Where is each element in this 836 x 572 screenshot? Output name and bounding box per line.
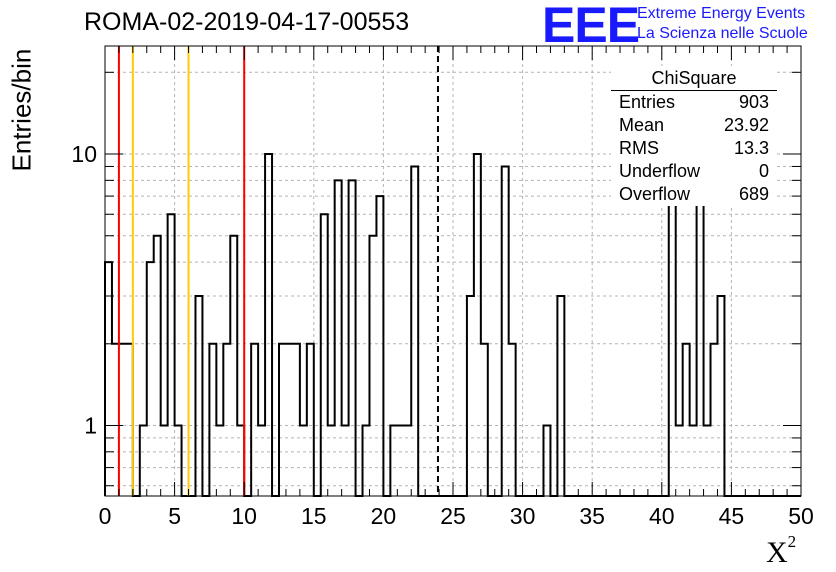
stats-title: ChiSquare bbox=[611, 66, 777, 91]
stats-label: Mean bbox=[619, 115, 665, 135]
stats-row: Mean 23.92 bbox=[611, 114, 777, 137]
logo-line-2: La Scienza nelle Scuole bbox=[637, 25, 808, 42]
x-tick-label: 25 bbox=[440, 503, 466, 529]
y-tick-label: 10 bbox=[71, 141, 97, 167]
x-tick-label: 45 bbox=[719, 503, 745, 529]
stats-row: RMS 13.3 bbox=[611, 137, 777, 160]
x-tick-label: 30 bbox=[510, 503, 536, 529]
stats-value: 23.92 bbox=[723, 115, 769, 135]
x-tick-label: 20 bbox=[371, 503, 397, 529]
x-tick-label: 5 bbox=[168, 503, 181, 529]
x-tick-label: 35 bbox=[579, 503, 605, 529]
chart-title: ROMA-02-2019-04-17-00553 bbox=[84, 8, 410, 36]
logo-line-1: Extreme Energy Events bbox=[637, 5, 806, 22]
eee-logo: EEE bbox=[542, 0, 640, 53]
stats-label: Entries bbox=[619, 92, 676, 112]
stats-box: ChiSquare Entries 903 Mean 23.92 RMS 13.3 Unde… bbox=[611, 66, 777, 206]
stats-label: Overflow bbox=[619, 184, 691, 204]
x-axis-label: X2 bbox=[766, 532, 797, 569]
stats-rows: Entries 903 Mean 23.92 RMS 13.3 Underflow 0 Over… bbox=[611, 91, 777, 206]
stats-label: Underflow bbox=[619, 161, 701, 181]
stats-row: Overflow 689 bbox=[611, 183, 777, 206]
stats-row: Entries 903 bbox=[611, 91, 777, 114]
stats-label: RMS bbox=[619, 138, 659, 158]
stats-value: 903 bbox=[738, 92, 769, 112]
x-tick-label: 50 bbox=[788, 503, 814, 529]
x-tick-label: 40 bbox=[649, 503, 675, 529]
x-tick-label: 10 bbox=[231, 503, 257, 529]
x-tick-label: 15 bbox=[301, 503, 327, 529]
stats-value: 689 bbox=[738, 184, 769, 204]
stats-value: 0 bbox=[758, 161, 769, 181]
x-tick-label: 0 bbox=[99, 503, 112, 529]
y-tick-label: 1 bbox=[84, 413, 97, 439]
stats-value: 13.3 bbox=[733, 138, 769, 158]
logo-caption: Extreme Energy Events La Scienza nelle S… bbox=[637, 4, 808, 44]
stats-row: Underflow 0 bbox=[611, 160, 777, 183]
